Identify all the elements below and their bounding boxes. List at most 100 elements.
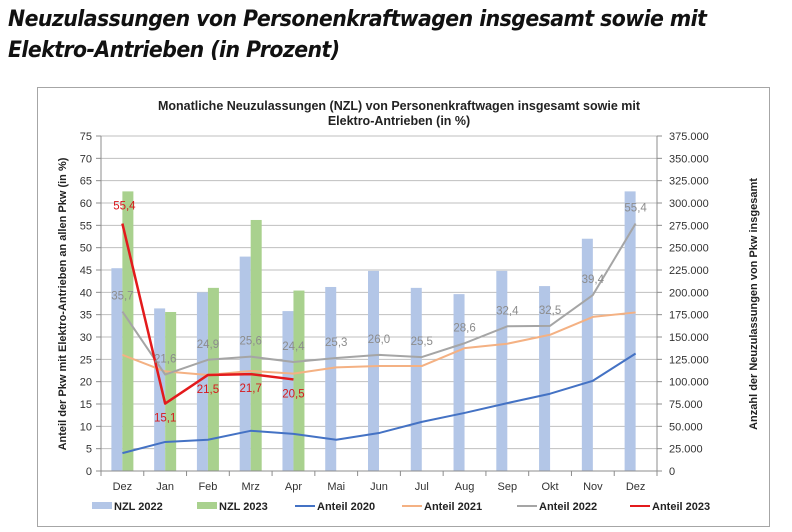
right-tick-label: 200.000 bbox=[669, 287, 709, 299]
data-label: 15,1 bbox=[154, 413, 176, 425]
page-title: Neuzulassungen von Personenkraftwagen in… bbox=[8, 4, 733, 66]
bar-nzl-2023 bbox=[122, 191, 134, 472]
line-anteil-2023 bbox=[121, 223, 294, 405]
x-tick-label: Aug bbox=[455, 481, 475, 493]
x-tick-label: Jan bbox=[156, 481, 174, 493]
left-tick-label: 10 bbox=[80, 421, 92, 433]
right-tick-label: 375.000 bbox=[669, 131, 709, 143]
data-label: 55,4 bbox=[624, 203, 647, 215]
x-tick-label: Dez bbox=[626, 481, 646, 493]
line-anteil-2020 bbox=[122, 352, 637, 455]
right-tick-label: 125.000 bbox=[669, 354, 709, 366]
right-tick-label: 75.000 bbox=[669, 399, 703, 411]
bar-nzl-2022 bbox=[196, 292, 208, 471]
page-title-line1: Neuzulassungen von Personenkraftwagen in… bbox=[8, 7, 707, 32]
chart-title-line2: Elektro-Antrieben (in %) bbox=[328, 114, 470, 128]
bar-nzl-2022 bbox=[410, 287, 422, 471]
right-tick-label: 350.000 bbox=[669, 153, 709, 165]
right-tick-label: 325.000 bbox=[669, 176, 709, 188]
bar-nzl-2022 bbox=[239, 256, 251, 471]
x-tick-label: Mrz bbox=[242, 481, 260, 493]
right-tick-label: 225.000 bbox=[669, 265, 709, 277]
left-tick-label: 70 bbox=[80, 153, 92, 165]
legend-swatch bbox=[197, 502, 217, 509]
right-tick-label: 275.000 bbox=[669, 220, 709, 232]
bar-nzl-2022 bbox=[368, 270, 379, 471]
x-tick-label: Apr bbox=[285, 481, 302, 493]
right-tick-label: 250.000 bbox=[669, 243, 709, 255]
data-label: 24,9 bbox=[197, 339, 219, 351]
legend-label: Anteil 2021 bbox=[424, 501, 482, 513]
data-label: 32,5 bbox=[539, 305, 561, 317]
bar-nzl-2022 bbox=[539, 286, 551, 471]
legend-label: NZL 2022 bbox=[114, 501, 163, 513]
right-tick-label: 100.000 bbox=[669, 377, 709, 389]
chart-title-line1: Monatliche Neuzulassungen (NZL) von Pers… bbox=[158, 99, 641, 113]
x-tick-label: Nov bbox=[583, 481, 603, 493]
legend-label: Anteil 2022 bbox=[539, 501, 597, 513]
bar-nzl-2022 bbox=[325, 286, 337, 471]
bar-nzl-2023 bbox=[165, 311, 177, 471]
left-tick-label: 45 bbox=[80, 265, 92, 277]
left-tick-label: 55 bbox=[80, 220, 92, 232]
left-tick-label: 25 bbox=[80, 354, 92, 366]
axes: 0 5 10 15 20 25 30 35 40 45 50 55 60 65 70 75 0 25.000 50.… bbox=[80, 131, 709, 493]
bar-nzl-2022 bbox=[154, 308, 166, 471]
right-tick-label: 0 bbox=[669, 466, 675, 478]
data-label: 28,6 bbox=[453, 322, 475, 334]
bar-nzl-2023 bbox=[250, 219, 262, 471]
bar-nzl-2022 bbox=[282, 311, 294, 471]
left-tick-label: 5 bbox=[86, 444, 92, 456]
data-label: 25,3 bbox=[325, 337, 347, 349]
bar-nzl-2022 bbox=[581, 238, 593, 471]
data-label: 21,5 bbox=[197, 384, 219, 396]
left-tick-label: 35 bbox=[80, 310, 92, 322]
data-label: 21,7 bbox=[239, 383, 261, 395]
data-label: 25,5 bbox=[411, 336, 433, 348]
x-tick-label: Sep bbox=[498, 481, 518, 493]
data-label: 25,6 bbox=[239, 336, 261, 348]
left-tick-label: 50 bbox=[80, 243, 92, 255]
bar-nzl-2023 bbox=[207, 287, 219, 471]
data-label: 26,0 bbox=[368, 334, 390, 346]
page-title-line2: Elektro-Antrieben (in Prozent) bbox=[8, 38, 340, 63]
right-tick-label: 300.000 bbox=[669, 198, 709, 210]
right-tick-label: 175.000 bbox=[669, 310, 709, 322]
data-label: 32,4 bbox=[496, 305, 519, 317]
bar-nzl-2023 bbox=[293, 290, 305, 471]
y-axis-right-label: Anzahl der Neuzulassungen von Pkw insges… bbox=[748, 178, 760, 430]
legend-label: Anteil 2020 bbox=[317, 501, 375, 513]
data-label: 24,4 bbox=[282, 341, 305, 353]
bar-nzl-2022 bbox=[111, 268, 123, 471]
y-axis-left-label: Anteil der Pkw mit Elektro-Antrieben an … bbox=[57, 157, 69, 450]
x-tick-label: Dez bbox=[113, 481, 133, 493]
data-label: 39,4 bbox=[582, 274, 605, 286]
x-tick-label: Jun bbox=[370, 481, 388, 493]
data-label: 21,6 bbox=[154, 354, 176, 366]
right-tick-label: 50.000 bbox=[669, 421, 703, 433]
x-tick-label: Feb bbox=[198, 481, 217, 493]
x-tick-label: Jul bbox=[415, 481, 429, 493]
right-tick-label: 150.000 bbox=[669, 332, 709, 344]
left-tick-label: 40 bbox=[80, 287, 92, 299]
bar-nzl-2022 bbox=[624, 191, 636, 472]
bar-nzl-2022 bbox=[496, 270, 508, 471]
lines bbox=[121, 223, 637, 455]
legend-swatch bbox=[92, 502, 112, 509]
line-anteil-2022 bbox=[121, 223, 637, 376]
left-tick-label: 75 bbox=[80, 131, 92, 143]
left-tick-label: 65 bbox=[80, 176, 92, 188]
left-tick-label: 30 bbox=[80, 332, 92, 344]
legend: NZL 2022 NZL 2023 Anteil 2020 Anteil 2021 An… bbox=[92, 501, 710, 513]
x-tick-label: Okt bbox=[542, 481, 559, 493]
data-label: 55,4 bbox=[113, 201, 136, 213]
bars bbox=[111, 191, 636, 472]
left-tick-label: 20 bbox=[80, 377, 92, 389]
right-tick-label: 25.000 bbox=[669, 444, 703, 456]
legend-label: Anteil 2023 bbox=[652, 501, 710, 513]
data-labels: 35,7 21,6 24,9 25,6 24,4 25,3 26,0 25,5 28,6 32,4… bbox=[111, 201, 647, 425]
data-label: 35,7 bbox=[111, 291, 133, 303]
x-tick-label: Mai bbox=[327, 481, 345, 493]
bar-nzl-2022 bbox=[453, 294, 465, 471]
